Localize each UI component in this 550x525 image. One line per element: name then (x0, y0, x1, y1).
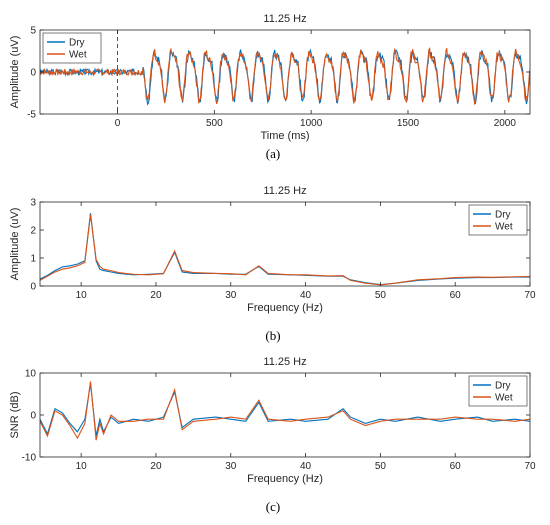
x-tick-label: 70 (524, 290, 536, 301)
x-tick-label: 10 (76, 290, 88, 301)
y-tick-label: -10 (22, 453, 37, 464)
panel-caption: (b) (265, 328, 280, 343)
x-tick-label: 10 (76, 461, 88, 472)
x-tick-label: 50 (375, 290, 387, 301)
x-tick-label: 50 (375, 461, 387, 472)
legend-label-wet: Wet (69, 50, 87, 61)
series-line-dry (40, 213, 530, 286)
panel-title: 11.25 Hz (263, 13, 306, 25)
plot-area (40, 381, 530, 441)
plot-area (40, 213, 530, 286)
x-tick-label: 20 (150, 461, 162, 472)
x-tick-label: 30 (225, 290, 237, 301)
axes-box (39, 372, 531, 458)
y-tick-label: 5 (30, 26, 36, 37)
y-tick-label: -5 (27, 110, 36, 121)
x-tick-label: 30 (225, 461, 237, 472)
legend-label-wet: Wet (495, 393, 513, 404)
legend-box (42, 32, 102, 64)
x-tick-label: 40 (300, 290, 312, 301)
legend-label-dry: Dry (495, 210, 511, 221)
y-axis-label: SNR (dB) (9, 391, 21, 438)
panel-a: 11.25 Hz 0 500 1000 1500 2000 -5 0 5 Time (ms) Amp… (9, 13, 531, 161)
panel-caption: (a) (266, 146, 280, 161)
y-tick-label: 0 (30, 282, 36, 293)
series-line-dry (40, 383, 530, 437)
x-tick-label: 60 (450, 461, 462, 472)
panel-b: 11.25 Hz 10 20 30 40 50 60 70 0 1 2 3 Frequency (Hz)… (9, 185, 536, 343)
x-tick-label: 500 (206, 118, 223, 129)
x-axis-label: Frequency (Hz) (247, 473, 323, 485)
y-tick-label: 1 (30, 254, 36, 265)
x-tick-label: 20 (150, 290, 162, 301)
series-line-wet (40, 214, 530, 286)
y-tick-label: 0 (30, 68, 36, 79)
series-line-wet (40, 381, 530, 441)
legend-label-dry: Dry (69, 38, 85, 49)
series-line-wet (40, 47, 530, 106)
x-axis-label: Time (ms) (260, 130, 309, 142)
panel-c: 11.25 Hz 10 20 30 40 50 60 70 -10 0 10 Frequency (H… (9, 356, 536, 514)
y-tick-label: 0 (30, 411, 36, 422)
legend-box (468, 204, 528, 236)
plot-area (40, 30, 530, 114)
x-tick-label: 60 (450, 290, 462, 301)
y-axis-label: Amplitude (uV) (9, 36, 21, 109)
y-tick-label: 10 (25, 369, 37, 380)
x-tick-label: 2000 (494, 118, 517, 129)
axes-box (39, 201, 531, 287)
x-tick-label: 0 (115, 118, 121, 129)
x-tick-label: 1500 (397, 118, 420, 129)
y-tick-label: 3 (30, 198, 36, 209)
x-tick-label: 1000 (300, 118, 323, 129)
y-axis-label: Amplitude (uV) (9, 208, 21, 281)
panel-title: 11.25 Hz (263, 185, 306, 197)
legend-box (468, 375, 528, 407)
x-tick-label: 70 (524, 461, 536, 472)
legend-label-dry: Dry (495, 381, 511, 392)
panel-caption: (c) (266, 499, 280, 514)
legend-label-wet: Wet (495, 222, 513, 233)
y-tick-label: 2 (30, 226, 36, 237)
x-axis-label: Frequency (Hz) (247, 302, 323, 314)
panel-title: 11.25 Hz (263, 356, 306, 368)
x-tick-label: 40 (300, 461, 312, 472)
